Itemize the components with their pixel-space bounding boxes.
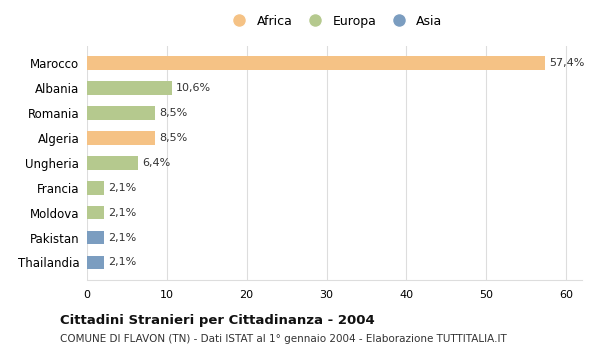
Bar [87, 81, 172, 95]
Text: 2,1%: 2,1% [108, 183, 136, 193]
Text: 2,1%: 2,1% [108, 232, 136, 243]
Text: 57,4%: 57,4% [549, 58, 584, 68]
Bar [87, 256, 104, 270]
Bar [87, 106, 155, 120]
Text: 10,6%: 10,6% [176, 83, 211, 93]
Text: 8,5%: 8,5% [159, 133, 187, 143]
Bar [87, 181, 104, 195]
Legend: Africa, Europa, Asia: Africa, Europa, Asia [221, 9, 448, 33]
Text: 2,1%: 2,1% [108, 208, 136, 218]
Bar [87, 131, 155, 145]
Bar [87, 206, 104, 219]
Bar [87, 156, 138, 170]
Text: 8,5%: 8,5% [159, 108, 187, 118]
Text: Cittadini Stranieri per Cittadinanza - 2004: Cittadini Stranieri per Cittadinanza - 2… [60, 314, 375, 327]
Text: 2,1%: 2,1% [108, 258, 136, 267]
Text: COMUNE DI FLAVON (TN) - Dati ISTAT al 1° gennaio 2004 - Elaborazione TUTTITALIA.: COMUNE DI FLAVON (TN) - Dati ISTAT al 1°… [60, 334, 507, 344]
Text: 6,4%: 6,4% [142, 158, 170, 168]
Bar [87, 231, 104, 244]
Bar [87, 56, 545, 70]
